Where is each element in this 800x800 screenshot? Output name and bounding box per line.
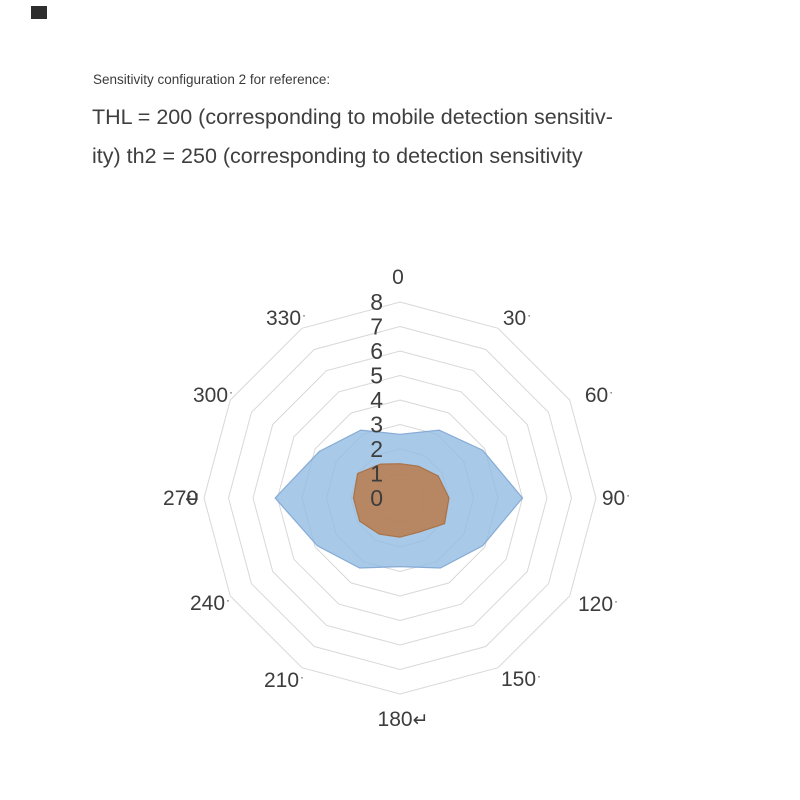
radial-tick-label-7: 7 xyxy=(370,314,383,340)
radial-tick-label-1: 1 xyxy=(370,461,383,487)
caption-text: Sensitivity configuration 2 for referenc… xyxy=(93,72,331,87)
angle-label-120: 120· xyxy=(578,593,618,616)
angle-label-60: 60· xyxy=(585,384,613,407)
radial-tick-label-3: 3 xyxy=(370,412,383,438)
radial-tick-label-0: 0 xyxy=(370,485,383,511)
radial-tick-label-8: 8 xyxy=(370,289,383,315)
paragraph-title: THL = 200 (corresponding to mobile detec… xyxy=(92,98,613,176)
radial-tick-label-2: 2 xyxy=(370,436,383,462)
grid-ring-7 xyxy=(227,325,573,671)
grid-ring-6 xyxy=(252,350,548,646)
angle-label-210: 210· xyxy=(264,669,304,692)
angle-label-0: 0 xyxy=(392,266,404,289)
grid-ring-5 xyxy=(276,374,524,622)
title-line-2: ity) th2 = 250 (corresponding to detecti… xyxy=(92,144,583,168)
series-orange-region-area xyxy=(352,463,450,538)
grid-ring-4 xyxy=(301,399,499,597)
angle-label-270: 270↵ xyxy=(163,487,201,510)
radial-tick-label-4: 4 xyxy=(370,387,383,413)
title-line-1: THL = 200 (corresponding to mobile detec… xyxy=(92,105,613,129)
angle-label-180: 180↵ xyxy=(378,708,429,731)
angle-label-30: 30· xyxy=(503,307,531,330)
angle-label-90: 90· xyxy=(602,487,630,510)
radial-tick-label-5: 5 xyxy=(370,363,383,389)
angle-label-300: 300· xyxy=(193,384,233,407)
angle-label-240: 240· xyxy=(190,592,230,615)
angle-label-150: 150· xyxy=(501,668,541,691)
corner-marker xyxy=(31,6,47,19)
grid-ring-8 xyxy=(203,301,597,695)
radial-tick-label-6: 6 xyxy=(370,338,383,364)
angle-label-330: 330· xyxy=(266,307,306,330)
